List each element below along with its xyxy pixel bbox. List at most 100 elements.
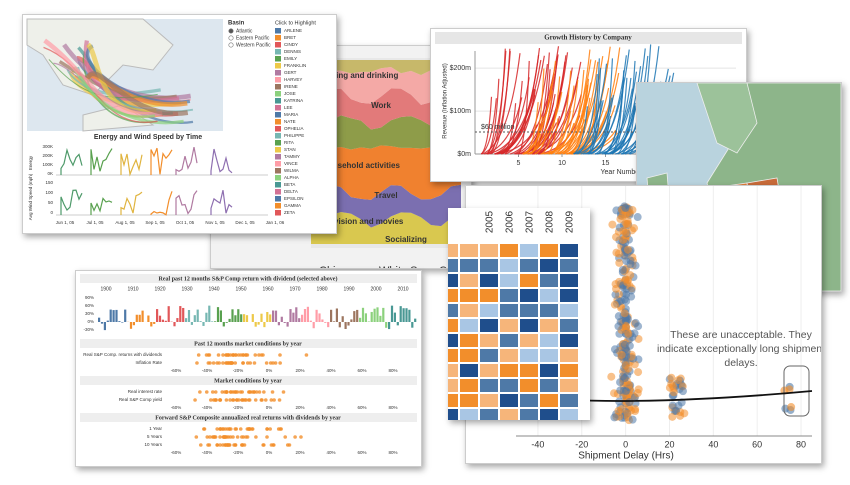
layer-label: Television and movies <box>319 217 404 226</box>
decade-label: 1930 <box>181 286 192 292</box>
point <box>270 390 275 394</box>
return-bar <box>321 319 324 322</box>
return-bar <box>272 310 275 322</box>
point <box>265 435 269 439</box>
company-line <box>573 63 608 155</box>
company-line <box>548 85 575 155</box>
return-bar <box>367 321 370 322</box>
storm-name: NATE <box>284 119 296 124</box>
point <box>245 353 250 357</box>
point <box>633 389 642 398</box>
point <box>272 443 276 447</box>
return-bar <box>182 307 185 322</box>
point <box>619 235 628 244</box>
return-bar <box>359 317 362 322</box>
heat-cell <box>500 274 518 287</box>
annotation: $60 million <box>481 124 515 131</box>
decade-label: 1920 <box>154 286 165 292</box>
heat-cell <box>480 379 498 392</box>
storm-swatch <box>275 105 281 111</box>
heat-cell <box>480 259 498 272</box>
point <box>631 318 640 327</box>
return-bar <box>399 306 402 322</box>
point <box>257 353 261 357</box>
heat-cell <box>540 379 558 392</box>
point <box>218 427 222 431</box>
storm-swatch <box>275 98 281 104</box>
heat-cell <box>460 349 478 362</box>
heat-cell <box>480 289 498 302</box>
x-tick-label: 40% <box>326 405 335 410</box>
stream-layer <box>311 144 461 201</box>
y-tick-label: 0% <box>87 319 94 324</box>
heat-cell <box>540 289 558 302</box>
return-bar <box>135 314 138 322</box>
point <box>252 361 257 365</box>
return-bar <box>350 319 353 322</box>
storm-swatch <box>275 210 281 216</box>
company-line <box>532 69 551 155</box>
x-tick-label: 60 <box>752 439 762 449</box>
point <box>624 276 633 285</box>
heat-cell <box>560 334 578 347</box>
x-tick-label: 40% <box>326 368 335 373</box>
point <box>623 409 632 418</box>
chart-title: Energy and Wind Speed by Time <box>94 134 202 141</box>
point <box>257 390 262 394</box>
return-bar <box>335 308 338 322</box>
return-bar <box>292 312 295 322</box>
return-bar <box>411 322 414 328</box>
point <box>218 443 222 447</box>
company-line <box>541 76 561 155</box>
y-tick-label: 30% <box>85 311 94 316</box>
point <box>269 398 274 402</box>
point <box>233 353 238 357</box>
return-bar <box>405 308 408 322</box>
decade-label: 1960 <box>262 286 273 292</box>
point <box>278 361 282 365</box>
return-bar <box>257 322 260 325</box>
series-line <box>60 189 83 215</box>
point <box>215 443 220 447</box>
storm-name: FRANKLIN <box>284 63 306 68</box>
heat-cell <box>520 364 538 377</box>
point <box>618 212 627 221</box>
x-tick-label: Aug 1, 05 <box>115 220 135 225</box>
company-line <box>486 78 500 155</box>
point <box>285 443 290 447</box>
return-bar <box>173 322 176 327</box>
point <box>623 315 632 324</box>
point <box>254 435 258 439</box>
heat-cell <box>500 364 518 377</box>
point <box>241 435 246 439</box>
point <box>630 224 639 233</box>
company-line <box>482 53 521 155</box>
point <box>271 361 275 365</box>
return-bar <box>303 309 307 322</box>
heat-cell <box>560 289 578 302</box>
storm-name: ARLENE <box>284 28 302 33</box>
point <box>272 398 276 402</box>
return-bar <box>280 316 283 322</box>
point <box>233 443 238 447</box>
point <box>623 245 632 254</box>
return-bar <box>402 308 405 322</box>
storm-name: TAMMY <box>284 154 300 159</box>
company-line <box>588 100 602 155</box>
point <box>299 435 303 439</box>
heat-cell <box>560 304 578 317</box>
point <box>247 398 252 402</box>
point <box>234 390 238 394</box>
scatter-chart: -40 -20 0 20 40 60 80 Shipment Delay (Hrs) <box>515 186 813 462</box>
heat-cell <box>560 319 578 332</box>
layer-label: Eating and drinking <box>324 71 399 80</box>
heat-cell <box>480 364 498 377</box>
heat-cell <box>460 394 478 407</box>
x-tick-label: 20% <box>295 450 304 455</box>
x-tick-label: Jul 1, 05 <box>86 220 104 225</box>
company-line <box>548 59 592 155</box>
point <box>667 373 676 382</box>
return-bar <box>341 316 344 322</box>
return-bar <box>121 322 124 323</box>
heat-cell <box>540 394 558 407</box>
